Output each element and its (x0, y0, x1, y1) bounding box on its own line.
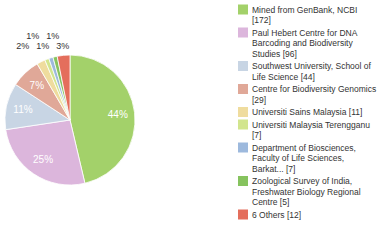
legend-line: Zoological Survey of India, (252, 176, 352, 186)
data-label: 1% (26, 31, 39, 41)
legend-swatch (238, 107, 248, 117)
pie-labels: 44%25%11%7%3%1%1%1%2% (13, 31, 128, 165)
data-label: 44% (108, 109, 128, 120)
legend-line: Universiti Malaysia Terengganu (252, 120, 370, 130)
legend-line: Southwest University, School of (252, 61, 372, 71)
data-label: 25% (33, 154, 53, 165)
legend-line: Studies [96] (252, 49, 297, 59)
legend-line: Barcoding and Biodiversity (252, 38, 353, 48)
legend-line: Centre [5] (252, 197, 289, 207)
legend-label: Department of Biosciences,Faculty of Lif… (252, 143, 356, 174)
legend-line: Life Science [44] (252, 72, 315, 82)
legend-line: Paul Hebert Centre for DNA (252, 28, 358, 38)
data-label: 11% (13, 104, 32, 115)
pie-slices (5, 55, 135, 185)
legend-line: [7] (252, 130, 261, 140)
legend: Mined from GenBank, NCBI[172]Paul Hebert… (238, 5, 376, 220)
legend-label: Southwest University, School ofLife Scie… (252, 61, 372, 82)
legend-swatch (238, 176, 248, 186)
legend-label: Centre for Biodiversity Genomics[29] (252, 84, 376, 105)
data-label: 1% (46, 31, 59, 41)
legend-line: Barkat... [7] (252, 164, 295, 174)
legend-line: Department of Biosciences, (252, 143, 356, 153)
legend-swatch (238, 28, 248, 38)
legend-swatch (238, 84, 248, 94)
legend-line: [172] (252, 15, 271, 25)
legend-label: 6 Others [12] (252, 210, 301, 220)
legend-swatch (238, 61, 248, 71)
data-label: 7% (30, 80, 45, 91)
legend-label: Paul Hebert Centre for DNABarcoding and … (252, 28, 358, 59)
legend-line: Faculty of Life Sciences, (252, 153, 344, 163)
legend-label: Universiti Malaysia Terengganu[7] (252, 120, 370, 141)
legend-line: 6 Others [12] (252, 210, 301, 220)
data-label: 3% (56, 41, 69, 51)
legend-line: Freshwater Biology Regional (252, 187, 361, 197)
legend-swatch (238, 210, 248, 220)
legend-label: Mined from GenBank, NCBI[172] (252, 5, 357, 26)
chart-container: 44%25%11%7%3%1%1%1%2%Mined from GenBank,… (0, 0, 380, 240)
legend-label: Zoological Survey of India,Freshwater Bi… (252, 176, 361, 207)
data-label: 2% (16, 41, 29, 51)
chart-svg: 44%25%11%7%3%1%1%1%2%Mined from GenBank,… (0, 0, 380, 240)
pie-slice (6, 120, 85, 185)
legend-swatch (238, 120, 248, 130)
legend-line: Universiti Sains Malaysia [11] (252, 107, 362, 117)
legend-label: Universiti Sains Malaysia [11] (252, 107, 362, 117)
legend-line: Centre for Biodiversity Genomics (252, 84, 376, 94)
data-label: 1% (36, 41, 49, 51)
legend-line: Mined from GenBank, NCBI (252, 5, 357, 15)
legend-swatch (238, 143, 248, 153)
legend-line: [29] (252, 95, 266, 105)
legend-swatch (238, 5, 248, 15)
pie-slice (57, 55, 70, 120)
